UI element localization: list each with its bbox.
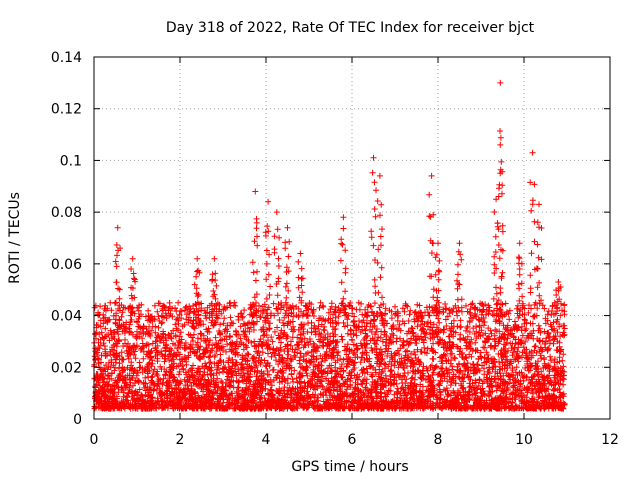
chart-title: Day 318 of 2022, Rate Of TEC Index for r… (166, 20, 535, 36)
x-tick-label: 6 (348, 432, 357, 448)
y-axis-label: ROTI / TECUs (7, 192, 23, 284)
y-tick-label: 0.14 (51, 50, 82, 66)
y-tick-label: 0.06 (51, 257, 82, 273)
y-tick-label: 0.08 (51, 205, 82, 221)
x-tick-label: 12 (601, 432, 619, 448)
y-tick-label: 0.04 (51, 309, 82, 325)
x-tick-label: 4 (262, 432, 271, 448)
data-points (91, 79, 568, 412)
x-tick-label: 2 (176, 432, 185, 448)
y-tick-label: 0.02 (51, 360, 82, 376)
x-tick-label: 0 (90, 432, 99, 448)
y-tick-label: 0.1 (60, 153, 82, 169)
x-axis-label: GPS time / hours (291, 459, 408, 475)
x-tick-label: 10 (515, 432, 533, 448)
axis-ticks: 0 2 4 6 8 10 12 0 0.02 0.04 0.06 0.08 0.1 0.12 0.14 (51, 50, 619, 448)
x-tick-label: 8 (434, 432, 443, 448)
roti-point-markers (91, 79, 568, 412)
y-tick-label: 0 (73, 412, 82, 428)
y-tick-label: 0.12 (51, 102, 82, 118)
